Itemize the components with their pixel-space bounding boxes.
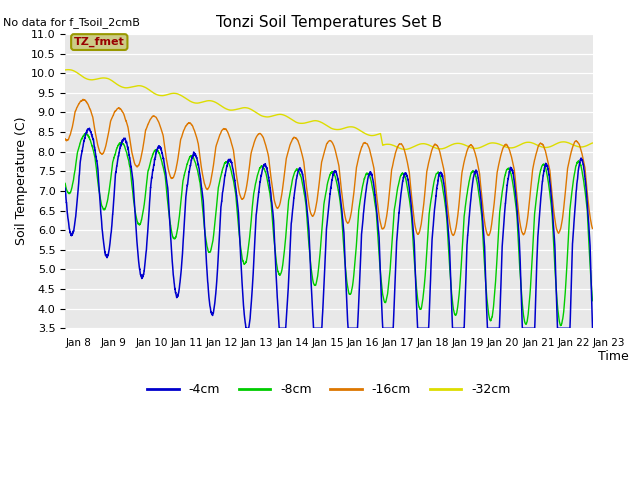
X-axis label: Time: Time — [598, 350, 629, 363]
Legend: -4cm, -8cm, -16cm, -32cm: -4cm, -8cm, -16cm, -32cm — [142, 378, 515, 401]
Text: No data for f_Tsoil_2cmB: No data for f_Tsoil_2cmB — [3, 17, 140, 28]
Y-axis label: Soil Temperature (C): Soil Temperature (C) — [15, 117, 28, 245]
Text: TZ_fmet: TZ_fmet — [74, 37, 125, 47]
Title: Tonzi Soil Temperatures Set B: Tonzi Soil Temperatures Set B — [216, 15, 442, 30]
